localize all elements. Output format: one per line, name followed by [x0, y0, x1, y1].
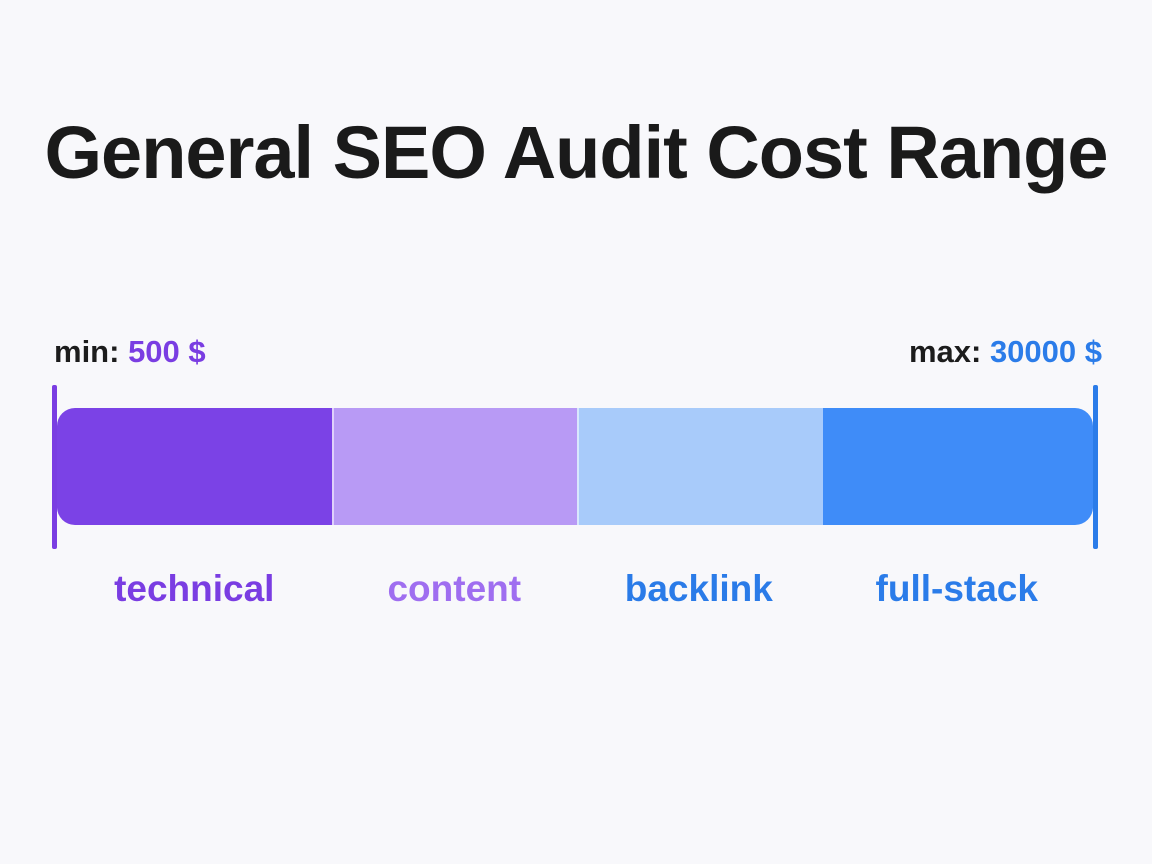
segment-full-stack	[820, 408, 1093, 525]
segment-content	[331, 408, 578, 525]
max-label-word: max:	[908, 334, 982, 369]
segment-label-content: content	[387, 568, 522, 609]
segment-backlink	[577, 408, 821, 525]
segment-label-backlink: backlink	[624, 568, 773, 609]
segment-technical	[57, 408, 332, 525]
range-bar	[57, 408, 1093, 525]
max-value: 30000 $	[989, 334, 1102, 369]
segment-label-full-stack: full-stack	[875, 568, 1038, 609]
segment-labels: technical content backlink full-stack	[57, 568, 1093, 610]
min-label: min: 500 $	[54, 334, 206, 370]
chart-title: General SEO Audit Cost Range	[44, 111, 1109, 194]
min-value: 500 $	[128, 334, 206, 369]
segment-label-technical: technical	[114, 568, 275, 609]
max-label: max: 30000 $	[909, 334, 1102, 370]
max-tick	[1093, 385, 1098, 549]
min-tick	[52, 385, 57, 549]
min-label-word: min:	[54, 334, 120, 369]
